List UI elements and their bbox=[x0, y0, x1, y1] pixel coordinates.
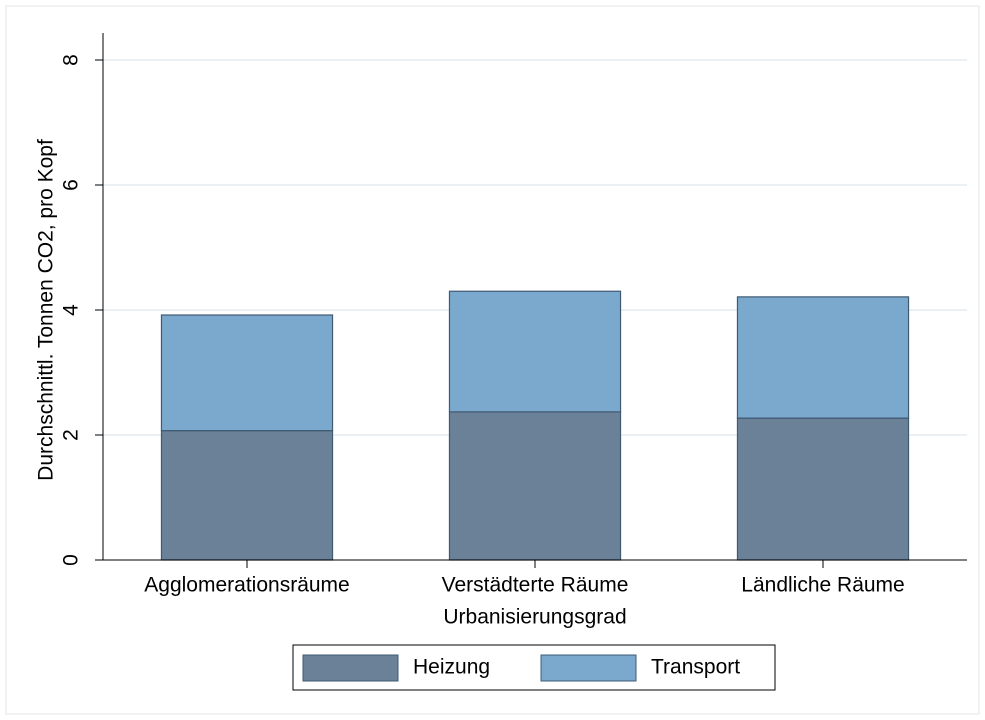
y-axis-title: Durchschnittl. Tonnen CO2, pro Kopf bbox=[35, 139, 58, 481]
y-tick-label: 4 bbox=[60, 304, 83, 316]
x-tick-label: Ländliche Räume bbox=[741, 574, 904, 597]
y-tick-label: 2 bbox=[60, 429, 83, 441]
legend-label: Heizung bbox=[413, 656, 490, 679]
y-tick-label: 0 bbox=[60, 554, 83, 566]
bar-segment bbox=[736, 296, 910, 419]
x-tick-label: Verstädterte Räume bbox=[442, 574, 629, 597]
bar-segment bbox=[736, 417, 910, 561]
bar-segment bbox=[448, 290, 622, 413]
x-axis-title: Urbanisierungsgrad bbox=[443, 606, 626, 629]
legend-swatch bbox=[302, 654, 399, 682]
x-tick-label: Agglomerationsräume bbox=[144, 574, 349, 597]
bar-segment bbox=[448, 411, 622, 561]
y-tick-label: 8 bbox=[60, 54, 83, 66]
y-tick-label: 6 bbox=[60, 179, 83, 191]
bar-segment bbox=[160, 430, 334, 561]
bar-segment bbox=[160, 314, 334, 432]
legend-swatch bbox=[540, 654, 637, 682]
legend-label: Transport bbox=[651, 656, 740, 679]
